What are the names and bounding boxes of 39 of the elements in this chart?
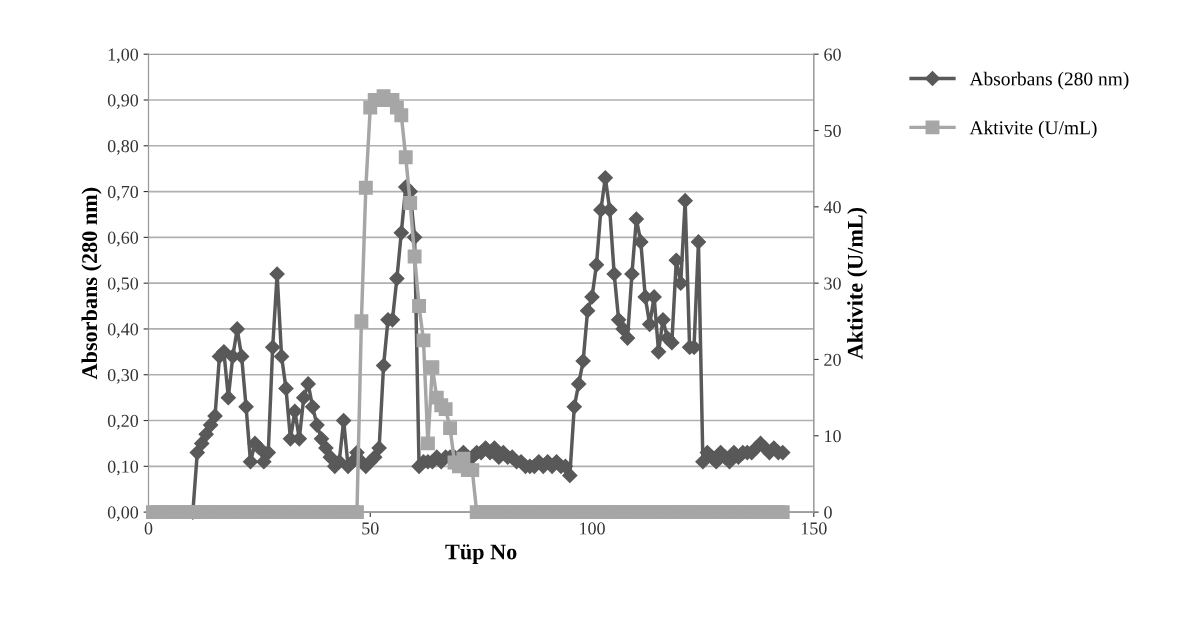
x-tick-label: 50 bbox=[362, 522, 379, 535]
y2-tick-label: 20 bbox=[824, 353, 841, 366]
point bbox=[358, 180, 373, 195]
y-tick-label: 0,90 bbox=[107, 94, 139, 110]
legend-label: Aktivite (U/mL) bbox=[969, 120, 1097, 139]
y2-tick-label: 60 bbox=[824, 48, 841, 61]
y-tick-label: 0,50 bbox=[107, 277, 139, 293]
y-tick-label: 1,00 bbox=[108, 48, 139, 64]
point bbox=[403, 196, 418, 210]
point bbox=[407, 249, 422, 264]
y-tick-label: 0,00 bbox=[107, 506, 139, 522]
x-axis-title: Tüp No bbox=[445, 544, 517, 564]
y2-tick-label: 50 bbox=[824, 124, 841, 137]
x-tick-label: 0 bbox=[144, 522, 153, 535]
y2-tick-label: 40 bbox=[823, 201, 841, 214]
y-tick-label: 0,60 bbox=[107, 231, 139, 247]
y-tick-label: 0,80 bbox=[107, 140, 139, 155]
y-tick-label: 0,10 bbox=[107, 460, 139, 476]
point bbox=[420, 436, 435, 451]
y2-tick-label: 0 bbox=[824, 506, 832, 519]
y2-tick-label: 30 bbox=[824, 277, 841, 290]
point bbox=[438, 402, 453, 417]
point bbox=[416, 333, 431, 348]
y-tick-label: 0,70 bbox=[107, 185, 139, 201]
point bbox=[398, 150, 413, 165]
point bbox=[425, 360, 440, 375]
y-tick-label: 0,30 bbox=[107, 368, 139, 384]
point bbox=[354, 314, 369, 329]
y2-axis-title: Aktivite (U/mL) bbox=[847, 207, 868, 360]
x-tick-label: 100 bbox=[580, 522, 605, 535]
x-tick-label: 150 bbox=[801, 522, 827, 535]
point bbox=[412, 299, 426, 313]
y-tick-label: 0,20 bbox=[107, 414, 139, 430]
y2-tick-label: 10 bbox=[825, 430, 841, 443]
y-tick-label: 0,40 bbox=[107, 323, 139, 338]
point bbox=[443, 421, 458, 436]
point bbox=[394, 108, 409, 123]
y-axis-title: Absorbans (280 nm) bbox=[81, 187, 102, 380]
legend-label: Absorbans (280 nm) bbox=[969, 71, 1129, 90]
